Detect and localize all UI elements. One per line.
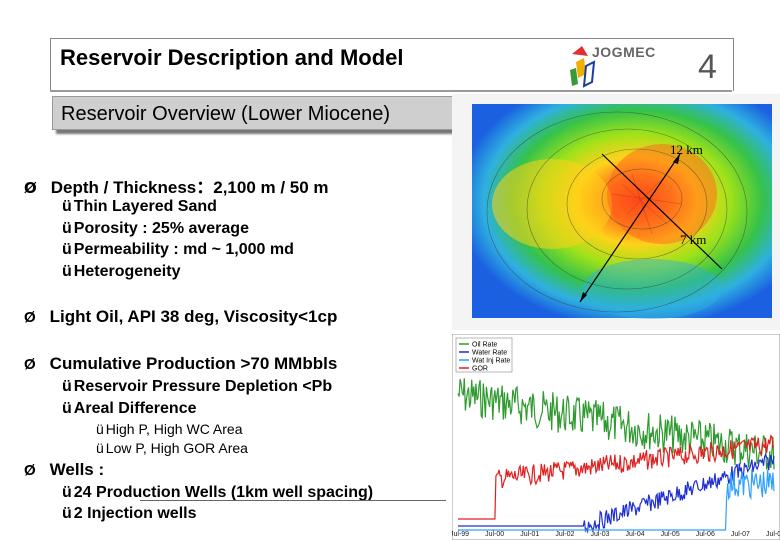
divider-line: [140, 500, 446, 501]
bullet-cumulative-item: ü Reservoir Pressure Depletion <Pb: [62, 378, 333, 395]
legend-label: Oil Rate: [472, 342, 497, 349]
bullet-oil: Ø Light Oil, API 38 deg, Viscosity<1cp: [24, 307, 338, 326]
x-tick-label: Jul-05: [661, 531, 680, 538]
bullet-areal-item: ü Low P, High GOR Area: [96, 440, 248, 456]
legend-label: Water Rate: [472, 350, 507, 357]
bullet-wells: Ø Wells :: [24, 460, 105, 479]
x-tick-label: Jul-06: [696, 531, 715, 538]
bullet-depth-item: ü Porosity : 25% average: [62, 220, 249, 237]
legend-label: Wat Inj Rate: [472, 358, 510, 365]
bullet-wells-item: ü 24 Production Wells (1km well spacing): [62, 484, 374, 501]
logo-text: JOGMEC: [592, 44, 656, 60]
bullet-cumulative-item: ü Areal Difference: [62, 400, 197, 417]
reservoir-contour-map: 12 km 7 km: [452, 94, 780, 330]
map-label-12km: 12 km: [670, 142, 703, 157]
bullet-areal-item: ü High P, High WC Area: [96, 421, 243, 437]
title-underline: [50, 90, 732, 92]
series-oil-rate: [457, 378, 775, 471]
legend-label: GOR: [472, 366, 488, 373]
section-subtitle: Reservoir Overview (Lower Miocene): [52, 96, 482, 130]
bullet-depth: Ø Depth / Thickness：2,100 m / 50 m: [24, 178, 329, 197]
x-tick-label: Jul-03: [590, 531, 609, 538]
map-label-7km: 7 km: [680, 232, 706, 247]
bullet-depth-item: ü Heterogeneity: [62, 263, 181, 280]
bullet-cumulative: Ø Cumulative Production >70 MMbbls: [24, 354, 338, 373]
page-title: Reservoir Description and Model: [60, 45, 404, 70]
bullet-depth-item: ü Permeability : md ~ 1,000 md: [62, 241, 294, 258]
x-tick-label: Jul-01: [520, 531, 539, 538]
series-water-rate: [458, 452, 775, 534]
series-gor: [458, 434, 775, 520]
title-frame: [50, 38, 734, 91]
jogmec-logo: [570, 46, 596, 88]
arrow-bullet-icon: Ø: [24, 462, 36, 479]
arrow-bullet-icon: Ø: [24, 179, 37, 197]
x-tick-label: Jul-99: [452, 531, 469, 538]
bullet-depth-item: ü Thin Layered Sand: [62, 198, 217, 215]
x-tick-label: Jul-02: [555, 531, 574, 538]
arrow-bullet-icon: Ø: [24, 356, 36, 373]
x-tick-label: Jul-08: [766, 531, 780, 538]
x-tick-label: Jul-07: [731, 531, 750, 538]
x-tick-label: Jul-00: [485, 531, 504, 538]
arrow-bullet-icon: Ø: [24, 309, 36, 326]
series-water-injection-rate: [458, 469, 775, 531]
x-tick-label: Jul-04: [626, 531, 645, 538]
slide-number: 4: [698, 48, 717, 86]
